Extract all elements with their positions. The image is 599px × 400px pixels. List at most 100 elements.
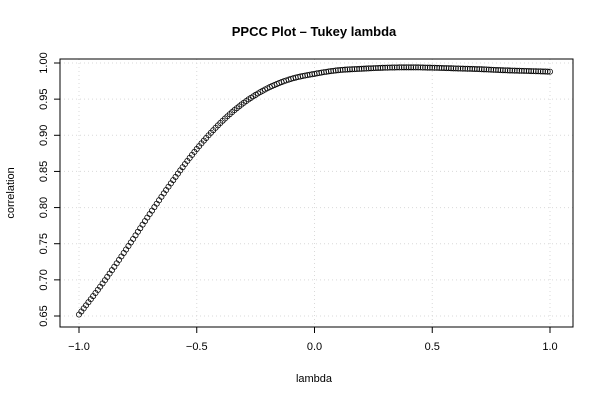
- data-point: [363, 65, 370, 72]
- data-point: [488, 66, 495, 73]
- data-point: [386, 64, 393, 71]
- data-point: [396, 64, 403, 71]
- data-point: [462, 65, 469, 72]
- data-point: [309, 71, 316, 78]
- data-point: [521, 67, 528, 74]
- data-point: [539, 68, 546, 75]
- data-point: [478, 66, 485, 73]
- data-point: [342, 66, 349, 73]
- data-point: [502, 67, 509, 74]
- data-point: [537, 68, 544, 75]
- data-point: [382, 64, 389, 71]
- data-point: [506, 67, 513, 74]
- x-tick-label: 1.0: [542, 341, 557, 353]
- data-point: [410, 64, 417, 71]
- data-point: [455, 65, 462, 72]
- data-point: [356, 65, 363, 72]
- y-tick-label: 0.95: [38, 88, 50, 109]
- y-tick-label: 1.00: [38, 52, 50, 73]
- data-point: [457, 65, 464, 72]
- data-point: [525, 68, 532, 74]
- data-point: [412, 64, 419, 71]
- data-point: [431, 64, 438, 71]
- data-point: [535, 68, 542, 75]
- data-point: [403, 64, 410, 71]
- y-axis-label: correlation: [5, 167, 17, 218]
- x-tick-label: 0.0: [307, 341, 322, 353]
- x-axis: −1.0 −0.5 0.0 0.5 1.0: [68, 326, 558, 353]
- data-point: [405, 64, 412, 71]
- data-point: [492, 66, 499, 73]
- data-point: [379, 64, 386, 71]
- data-point: [393, 64, 400, 71]
- y-tick-label: 0.85: [38, 161, 50, 182]
- data-point: [311, 70, 318, 77]
- data-point: [372, 65, 379, 72]
- data-point: [419, 64, 426, 71]
- data-point: [452, 65, 459, 72]
- data-point: [511, 67, 518, 74]
- data-point: [547, 68, 553, 75]
- data-point: [441, 65, 448, 72]
- data-point: [532, 68, 539, 75]
- data-point: [360, 65, 367, 72]
- data-point: [429, 64, 436, 71]
- data-point: [483, 66, 490, 73]
- data-point: [304, 72, 311, 79]
- data-point: [459, 65, 466, 72]
- data-point: [351, 66, 358, 73]
- data-point: [323, 68, 330, 75]
- data-point: [306, 71, 313, 78]
- data-point: [389, 64, 396, 71]
- data-point: [328, 68, 334, 75]
- data-point: [318, 69, 325, 76]
- x-tick-label: −1.0: [68, 341, 90, 353]
- data-point: [476, 66, 483, 73]
- data-point: [377, 64, 384, 71]
- data-point: [516, 67, 523, 74]
- data-point: [408, 64, 415, 71]
- y-tick-label: 0.80: [38, 197, 50, 218]
- data-point: [542, 68, 549, 75]
- data-point: [375, 64, 382, 71]
- data-point: [495, 67, 502, 74]
- data-point: [332, 67, 339, 74]
- data-point: [499, 67, 506, 74]
- y-tick-label: 0.65: [38, 305, 50, 326]
- data-point: [474, 66, 480, 73]
- data-point: [325, 68, 332, 75]
- data-point: [384, 64, 391, 71]
- data-point: [471, 66, 478, 72]
- data-point: [368, 65, 374, 72]
- data-point: [528, 68, 535, 75]
- y-tick-label: 0.75: [38, 233, 50, 254]
- data-point: [415, 64, 422, 71]
- x-tick-label: 0.5: [425, 341, 440, 353]
- x-axis-label: lambda: [296, 373, 333, 385]
- data-point: [443, 65, 450, 72]
- data-point: [370, 65, 377, 72]
- data-point: [353, 66, 360, 72]
- data-point: [469, 65, 476, 72]
- data-point: [438, 64, 445, 71]
- data-point: [544, 68, 551, 75]
- data-point: [365, 65, 372, 72]
- data-point: [523, 67, 530, 74]
- data-point: [497, 67, 504, 74]
- data-point: [337, 67, 344, 73]
- data-point: [445, 65, 452, 72]
- data-point: [485, 66, 492, 73]
- data-point: [436, 64, 443, 71]
- data-point: [426, 64, 433, 71]
- data-point: [320, 69, 327, 76]
- data-point: [316, 70, 323, 76]
- data-point: [358, 65, 365, 72]
- grid: [60, 59, 573, 327]
- data-point: [330, 67, 337, 74]
- data-points: [76, 64, 553, 318]
- data-point: [518, 67, 525, 74]
- data-point: [339, 66, 346, 73]
- data-point: [346, 66, 353, 73]
